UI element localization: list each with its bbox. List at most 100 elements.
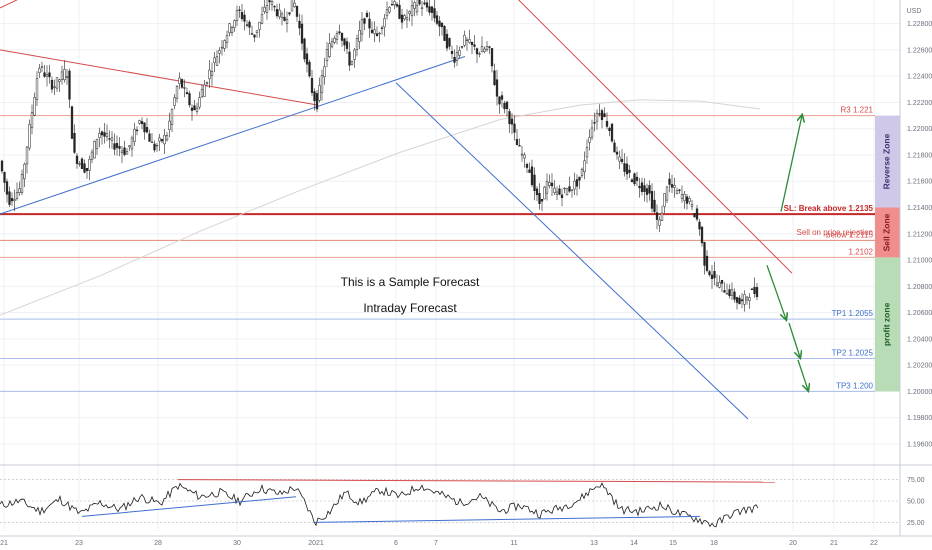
- candle-body: [613, 142, 616, 153]
- candle: [205, 81, 209, 87]
- forecast-arrow: [788, 322, 800, 357]
- candle: [165, 132, 169, 142]
- candle: [380, 25, 384, 35]
- candle: [638, 177, 641, 198]
- candle: [55, 77, 59, 92]
- candle: [618, 150, 621, 170]
- candle: [730, 282, 734, 301]
- candle-body: [240, 11, 244, 20]
- candle-body: [363, 18, 366, 24]
- candle-body: [20, 173, 24, 193]
- zone-label: Sell Zone: [882, 213, 892, 251]
- candle: [743, 290, 746, 312]
- candle-body: [630, 179, 634, 183]
- candle: [378, 31, 381, 43]
- candle: [225, 30, 229, 49]
- candle-body: [563, 187, 566, 190]
- candle: [48, 64, 51, 84]
- date-tick-label: 6: [394, 540, 398, 547]
- candle-body: [455, 51, 459, 61]
- candle: [433, 0, 436, 23]
- candle-body: [130, 137, 134, 150]
- candle-body: [663, 193, 666, 207]
- candle-body: [460, 46, 464, 48]
- candle: [233, 19, 236, 32]
- candle-body: [680, 194, 684, 199]
- candle-body: [215, 56, 219, 66]
- candle: [10, 192, 14, 207]
- candle: [603, 107, 606, 118]
- candle: [188, 90, 191, 108]
- candle-body: [513, 123, 516, 133]
- candle-body: [290, 0, 294, 12]
- candle: [40, 61, 44, 72]
- candle: [445, 29, 449, 52]
- candle: [30, 104, 34, 135]
- candle: [490, 48, 494, 73]
- candle: [753, 277, 756, 298]
- candle: [98, 127, 101, 148]
- candle: [285, 11, 289, 33]
- candle: [598, 104, 601, 117]
- candle-body: [650, 191, 654, 209]
- candle-body: [633, 173, 636, 185]
- candle-body: [25, 146, 29, 165]
- candle: [458, 46, 461, 59]
- candle-body: [43, 72, 46, 77]
- candle: [108, 130, 111, 149]
- candle: [553, 180, 556, 196]
- candle-body: [193, 105, 196, 111]
- candle-body: [458, 50, 461, 56]
- candle: [573, 172, 576, 195]
- candle: [173, 94, 176, 110]
- candle-body: [580, 168, 584, 176]
- candle: [115, 135, 119, 156]
- candle-body: [468, 39, 471, 43]
- candle-body: [473, 44, 476, 47]
- candle-body: [403, 15, 406, 20]
- candle-body: [288, 12, 291, 15]
- level-label: TP2 1.2025: [832, 349, 874, 358]
- candle-body: [103, 132, 106, 137]
- candle: [515, 128, 519, 146]
- candle: [703, 241, 706, 275]
- candle-body: [148, 133, 151, 142]
- candle-body: [183, 87, 186, 89]
- candle-body: [0, 160, 4, 172]
- candle: [103, 122, 106, 144]
- candle-body: [600, 110, 604, 120]
- candle: [533, 167, 536, 201]
- candle-body: [145, 127, 149, 133]
- candle: [315, 90, 319, 113]
- candle-body: [670, 184, 674, 188]
- intraday-forecast-text: Intraday Forecast: [363, 301, 457, 315]
- candle: [310, 69, 314, 97]
- candle-body: [348, 51, 351, 66]
- candle: [615, 146, 619, 160]
- candle: [75, 153, 79, 169]
- candle-body: [383, 18, 386, 28]
- grid: [0, 0, 900, 531]
- candle-body: [298, 20, 301, 29]
- candle: [168, 112, 171, 138]
- candle: [235, 5, 239, 27]
- level-label: 1.2102: [849, 247, 874, 256]
- candle: [728, 284, 731, 299]
- candle-body: [525, 163, 529, 168]
- candle-body: [305, 53, 309, 65]
- candle: [63, 60, 66, 83]
- candle: [268, 0, 271, 11]
- candle: [280, 11, 284, 26]
- candle: [28, 119, 31, 151]
- date-tick-label: 30: [233, 540, 241, 547]
- candle-body: [320, 75, 324, 93]
- candle-body: [250, 33, 254, 35]
- candle: [478, 51, 481, 58]
- candle-body: [283, 16, 286, 21]
- candle: [498, 95, 501, 114]
- candle-body: [53, 86, 56, 88]
- candle-body: [753, 287, 756, 294]
- candle: [185, 87, 189, 95]
- candle: [593, 112, 596, 132]
